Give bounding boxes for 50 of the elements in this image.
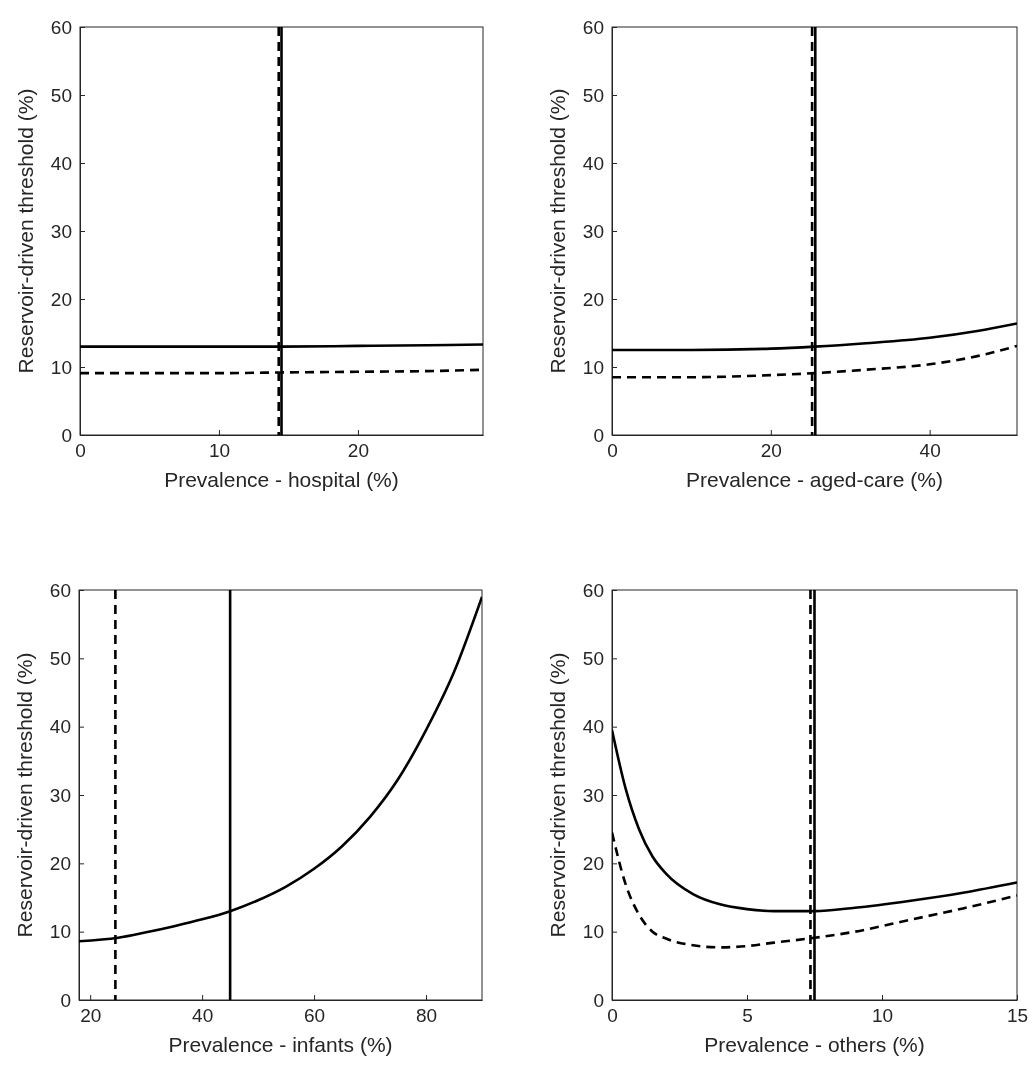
y-tick-label: 20: [582, 288, 604, 310]
x-tick-label: 40: [192, 1005, 214, 1027]
x-tick-label: 20: [760, 440, 782, 462]
y-tick-label: 10: [582, 921, 604, 943]
x-tick-label: 40: [919, 440, 941, 462]
y-tick-label: 60: [50, 16, 72, 38]
x-axis-title: Prevalence - aged-care (%): [686, 468, 943, 491]
y-tick-label: 10: [49, 921, 71, 943]
x-tick-label: 0: [607, 440, 618, 462]
y-tick-label: 20: [50, 288, 72, 310]
x-tick-label: 80: [415, 1005, 438, 1027]
y-tick-label: 30: [49, 784, 71, 806]
y-tick-label: 10: [50, 356, 72, 378]
y-tick-label: 20: [582, 852, 604, 874]
y-tick-label: 60: [582, 579, 604, 601]
y-tick-label: 50: [582, 84, 604, 106]
y-tick-label: 20: [49, 852, 71, 874]
y-tick-label: 40: [49, 716, 71, 738]
y-tick-label: 60: [49, 579, 71, 601]
x-tick-label: 10: [208, 440, 231, 462]
x-tick-label: 0: [75, 440, 86, 462]
x-tick-label: 10: [871, 1005, 894, 1027]
y-tick-label: 10: [582, 356, 604, 378]
x-tick-label: 15: [1006, 1005, 1029, 1027]
y-tick-label: 0: [593, 989, 604, 1011]
y-tick-label: 50: [50, 84, 72, 106]
y-tick-label: 30: [50, 220, 72, 242]
x-tick-label: 5: [742, 1005, 753, 1027]
x-axis-title: Prevalence - hospital (%): [164, 468, 399, 491]
y-axis-title: Reservoir-driven threshold (%): [13, 652, 36, 938]
y-tick-label: 50: [582, 647, 604, 669]
y-tick-label: 30: [582, 784, 604, 806]
y-tick-label: 0: [60, 989, 71, 1011]
y-axis-title: Reservoir-driven threshold (%): [546, 88, 569, 374]
x-axis-title: Prevalence - others (%): [704, 1033, 925, 1056]
y-tick-label: 40: [50, 152, 72, 174]
y-axis-title: Reservoir-driven threshold (%): [14, 88, 37, 374]
y-tick-label: 40: [582, 152, 604, 174]
y-tick-label: 0: [61, 424, 72, 446]
x-tick-label: 20: [347, 440, 369, 462]
x-axis-title: Prevalence - infants (%): [168, 1033, 393, 1056]
x-tick-label: 0: [607, 1005, 618, 1027]
x-tick-label: 60: [304, 1005, 326, 1027]
x-tick-label: 20: [80, 1005, 102, 1027]
y-tick-label: 50: [49, 647, 71, 669]
y-tick-label: 60: [582, 16, 604, 38]
y-tick-label: 0: [593, 424, 604, 446]
y-tick-label: 30: [582, 220, 604, 242]
y-axis-title: Reservoir-driven threshold (%): [546, 652, 569, 938]
y-tick-label: 40: [582, 716, 604, 738]
